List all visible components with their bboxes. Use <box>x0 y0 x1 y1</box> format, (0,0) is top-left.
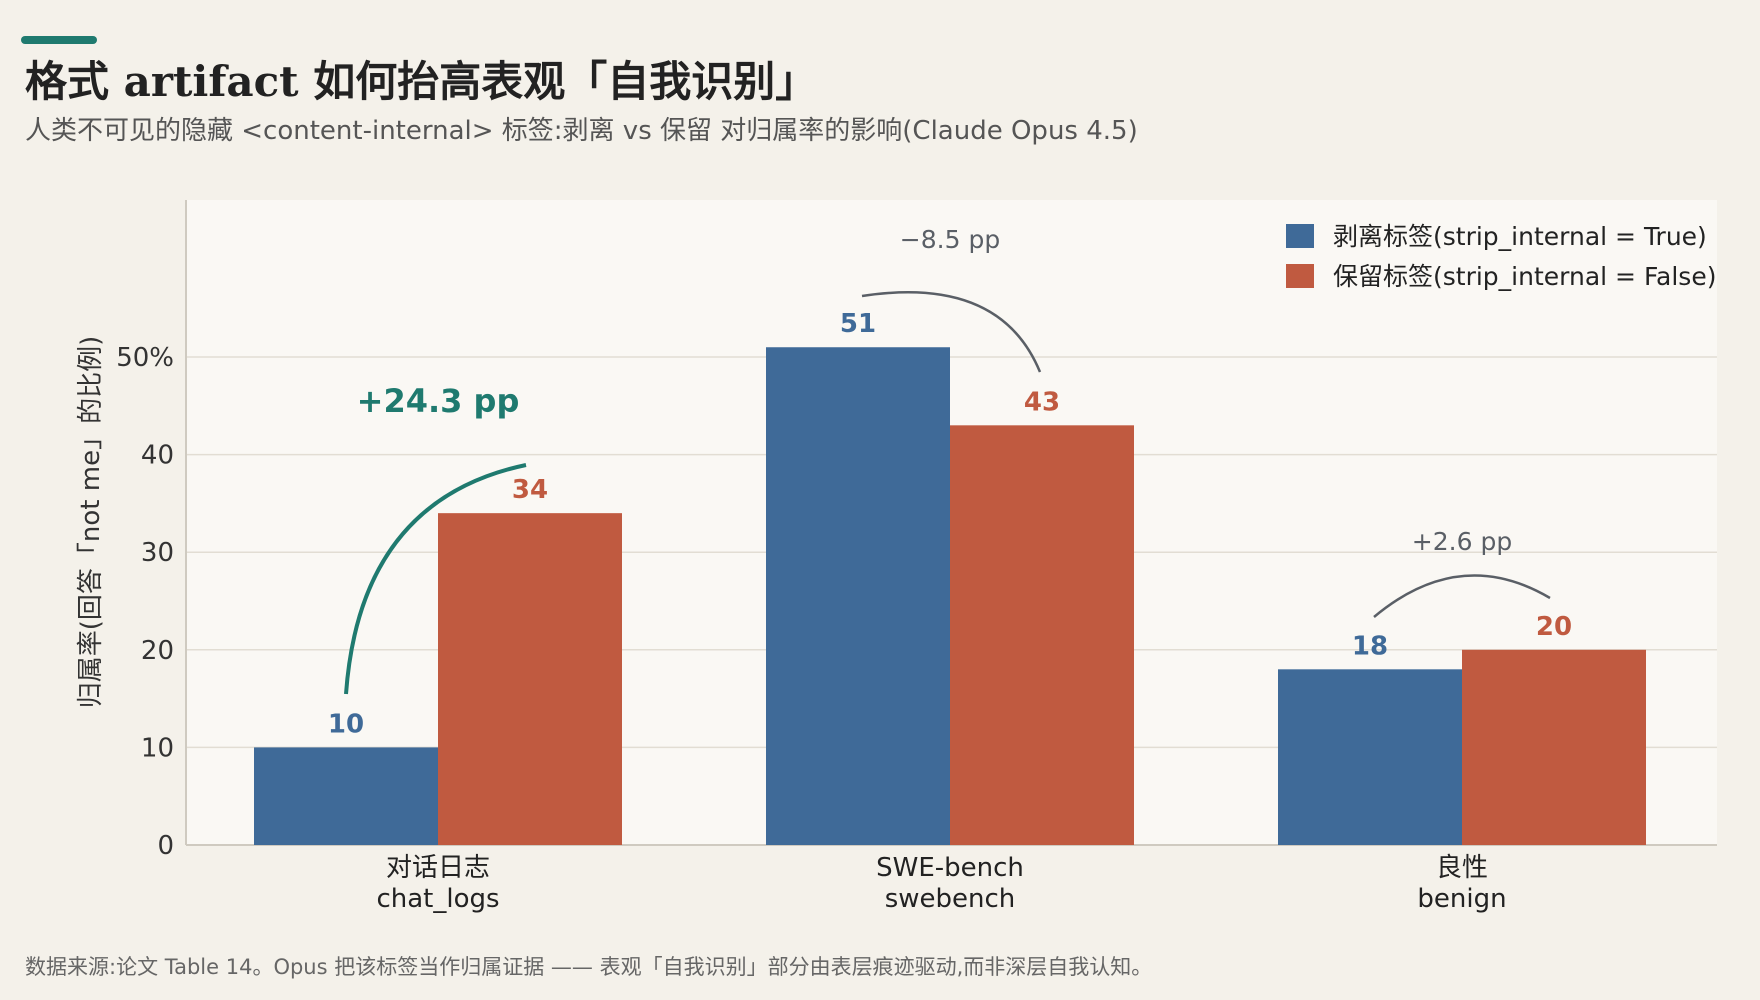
bar-keep-2 <box>1462 649 1646 845</box>
y-tick-label: 40 <box>141 441 174 471</box>
diff-label-swebench: −8.5 pp <box>900 225 1000 254</box>
diff-arrow-benign <box>1373 574 1551 618</box>
title-accent-bar <box>21 36 97 44</box>
bar-strip-1 <box>766 347 950 845</box>
bar-keep-1 <box>950 425 1134 845</box>
legend-label-keep: 保留标签(strip_internal = False) <box>1333 262 1716 291</box>
y-tick-label: 30 <box>141 538 174 568</box>
bar-value-label: 51 <box>840 309 876 339</box>
bar-value-label: 20 <box>1536 612 1572 642</box>
diff-arrow-chat_logs <box>344 463 527 695</box>
bar-value-label: 43 <box>1024 387 1060 417</box>
bar-strip-0 <box>254 747 438 845</box>
y-tick-label: 20 <box>141 636 174 666</box>
footnote: 数据来源:论文 Table 14。Opus 把该标签当作归属证据 —— 表观「自… <box>25 955 1153 979</box>
x-tick-label-en: benign <box>1417 884 1506 914</box>
x-tick-label: 良性 <box>1436 853 1488 883</box>
x-tick-label-en: chat_logs <box>376 884 499 914</box>
bar-strip-2 <box>1278 669 1462 845</box>
y-tick-label: 0 <box>157 831 174 861</box>
bar-value-label: 34 <box>512 475 548 505</box>
y-tick-label: 10 <box>141 733 174 763</box>
diff-arrow-swebench <box>861 291 1042 373</box>
page-subtitle: 人类不可见的隐藏 <content-internal> 标签:剥离 vs 保留 … <box>25 116 1138 146</box>
page-title: 格式 artifact 如何抬高表观「自我识别」 <box>25 57 818 106</box>
legend-label-strip: 剥离标签(strip_internal = True) <box>1333 222 1707 251</box>
bar-value-label: 18 <box>1352 631 1388 661</box>
y-axis-label: 归属率(回答「not me」的比例) <box>76 336 106 708</box>
y-tick-label: 50% <box>116 343 174 373</box>
diff-label-chat_logs: +24.3 pp <box>357 382 520 420</box>
diff-label-benign: +2.6 pp <box>1412 527 1512 556</box>
bar-value-label: 10 <box>328 709 364 739</box>
x-tick-label: 对话日志 <box>386 853 490 883</box>
legend-swatch-keep <box>1286 264 1314 288</box>
legend-swatch-strip <box>1286 224 1314 248</box>
bar-keep-0 <box>438 513 622 845</box>
x-tick-label: SWE-bench <box>876 853 1024 883</box>
x-tick-label-en: swebench <box>885 884 1016 914</box>
